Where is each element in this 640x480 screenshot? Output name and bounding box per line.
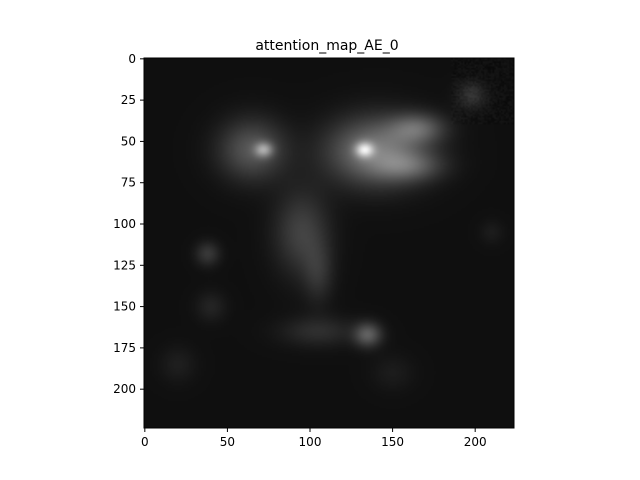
chart-title: attention_map_AE_0 (255, 38, 398, 54)
y-tick-label: 200 (113, 382, 136, 396)
y-tick-label: 175 (113, 341, 136, 355)
y-tick-label: 75 (121, 176, 136, 190)
y-tick-label: 100 (113, 217, 136, 231)
x-tick-label: 150 (381, 435, 404, 449)
x-tick-label: 0 (141, 435, 149, 449)
y-axis: 0 25 50 75 100 125 150 175 200 (113, 52, 144, 396)
y-tick-label: 150 (113, 300, 136, 314)
y-tick-label: 50 (121, 134, 136, 148)
y-tick-label: 25 (121, 93, 136, 107)
x-tick-label: 100 (299, 435, 322, 449)
x-axis: 0 50 100 150 200 (141, 428, 487, 449)
x-tick-label: 200 (464, 435, 487, 449)
y-tick-label: 125 (113, 258, 136, 272)
heatmap-image (144, 58, 514, 428)
heatmap-image-holder (144, 58, 514, 428)
x-tick-label: 50 (220, 435, 235, 449)
axes-frame (143, 57, 515, 429)
y-tick-label: 0 (128, 52, 136, 66)
